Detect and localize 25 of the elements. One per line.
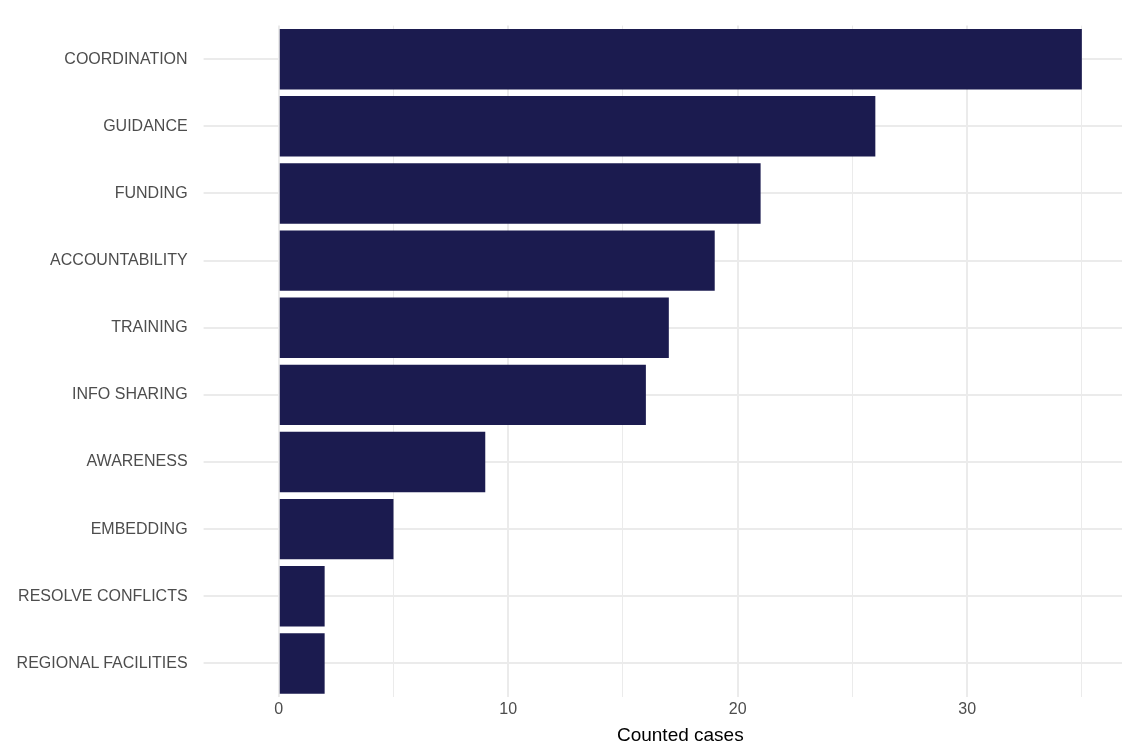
bar xyxy=(279,28,1082,90)
y-tick-label: TRAINING xyxy=(111,318,188,336)
bar xyxy=(279,297,669,358)
y-tick-label: REGIONAL FACILITIES xyxy=(16,653,188,671)
bar xyxy=(279,230,715,291)
bar xyxy=(279,431,486,493)
y-tick-label: RESOLVE CONFLICTS xyxy=(18,586,188,604)
bar xyxy=(279,566,325,627)
x-tick-label: 10 xyxy=(499,700,518,718)
bar xyxy=(279,364,646,426)
x-axis-title: Counted cases xyxy=(616,723,744,745)
y-tick-label: ACCOUNTABILITY xyxy=(50,251,188,268)
y-tick-label: GUIDANCE xyxy=(103,116,188,134)
y-tick-label: INFO SHARING xyxy=(72,385,188,403)
bar xyxy=(279,498,394,560)
y-tick-label: AWARENESS xyxy=(86,452,188,470)
y-tick-label: FUNDING xyxy=(114,183,188,201)
bar xyxy=(279,96,876,157)
x-tick-label: 30 xyxy=(958,700,977,718)
x-tick-label: 0 xyxy=(274,700,284,718)
bar xyxy=(279,163,761,224)
bar xyxy=(279,633,325,694)
y-tick-label: COORDINATION xyxy=(64,49,188,67)
y-tick-label: EMBEDDING xyxy=(90,519,188,537)
x-tick-label: 20 xyxy=(728,700,747,718)
